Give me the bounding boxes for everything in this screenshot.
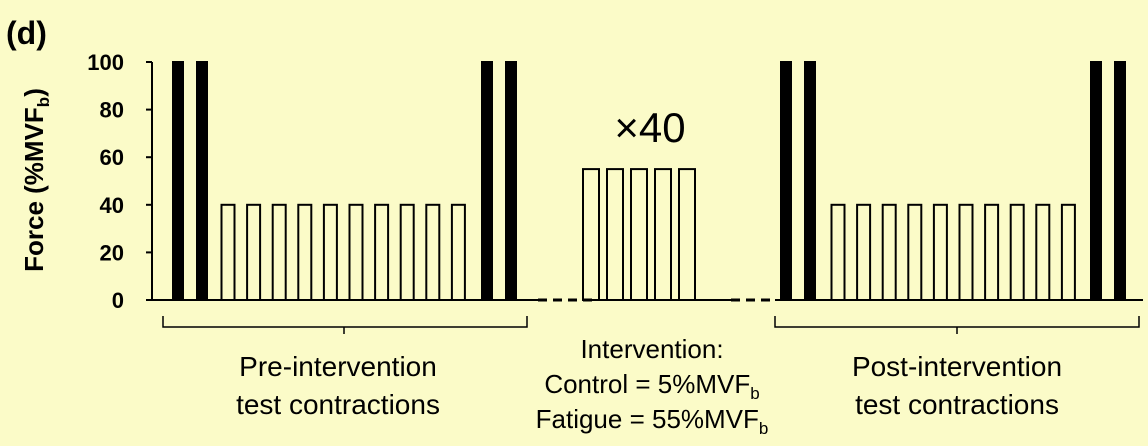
pre-test-bar: [374, 203, 390, 301]
post-label-line2: test contractions: [855, 389, 1059, 420]
post-test-bar: [958, 203, 974, 301]
post-bracket: [774, 316, 1140, 334]
intervention-fatigue: Fatigue = 55%MVFb: [536, 404, 769, 438]
post-test-bar: [830, 203, 846, 301]
repeat-label: ×40: [614, 104, 685, 151]
y-axis-title-end: ): [19, 88, 49, 97]
pre-test-bar: [322, 203, 338, 301]
pre-test-bar: [246, 203, 262, 301]
y-tick-label: 100: [87, 50, 124, 75]
pre-max-bar: [196, 61, 208, 300]
bars: [172, 61, 1126, 301]
pre-max-end-bar: [481, 61, 493, 300]
post-max-end-bar: [1090, 61, 1102, 300]
svg-text:Force (%MVFb): Force (%MVFb): [19, 88, 53, 272]
pre-test-bar: [271, 203, 287, 301]
pre-test-bar: [399, 203, 415, 301]
post-test-bar: [907, 203, 923, 301]
pre-label-line1: Pre-intervention: [239, 351, 437, 382]
post-label-line1: Post-intervention: [852, 351, 1062, 382]
y-tick-label: 80: [100, 98, 124, 123]
y-tick-label: 60: [100, 145, 124, 170]
intervention-bar: [630, 168, 648, 301]
pre-test-bar: [297, 203, 313, 301]
post-test-bar: [932, 203, 948, 301]
y-tick-label: 40: [100, 193, 124, 218]
intervention-control: Control = 5%MVFb: [544, 369, 759, 403]
post-test-bar: [984, 203, 1000, 301]
post-max-end-bar: [1114, 61, 1126, 300]
intervention-bar: [678, 168, 696, 301]
y-axis-title-main: Force (%MVF: [19, 107, 49, 272]
pre-max-end-bar: [505, 61, 517, 300]
fatigue-sub: b: [759, 419, 768, 438]
post-test-bar: [1060, 203, 1076, 301]
post-max-bar: [804, 61, 816, 300]
pre-test-bar: [348, 203, 364, 301]
pre-test-bar: [220, 203, 236, 301]
pre-label-line2: test contractions: [236, 389, 440, 420]
intervention-bar: [582, 168, 600, 301]
panel-label: (d): [6, 15, 47, 51]
post-test-bar: [1009, 203, 1025, 301]
pre-test-bar: [450, 203, 466, 301]
control-sub: b: [750, 384, 759, 403]
intervention-title: Intervention:: [580, 334, 723, 364]
pre-test-bar: [425, 203, 441, 301]
control-text: Control = 5%MVF: [544, 369, 750, 399]
post-test-bar: [881, 203, 897, 301]
y-axis-title: Force (%MVFb): [19, 88, 53, 272]
y-axis-title-sub: b: [34, 97, 53, 107]
fatigue-text: Fatigue = 55%MVF: [536, 404, 759, 434]
pre-max-bar: [172, 61, 184, 300]
y-tick-label: 0: [112, 288, 124, 313]
y-tick-label: 20: [100, 240, 124, 265]
intervention-bar: [606, 168, 624, 301]
post-test-bar: [1035, 203, 1051, 301]
y-axis-ticks: 0 20 40 60 80 100: [87, 50, 152, 313]
post-test-bar: [856, 203, 872, 301]
post-max-bar: [780, 61, 792, 300]
pre-bracket: [162, 316, 528, 334]
intervention-bar: [654, 168, 672, 301]
